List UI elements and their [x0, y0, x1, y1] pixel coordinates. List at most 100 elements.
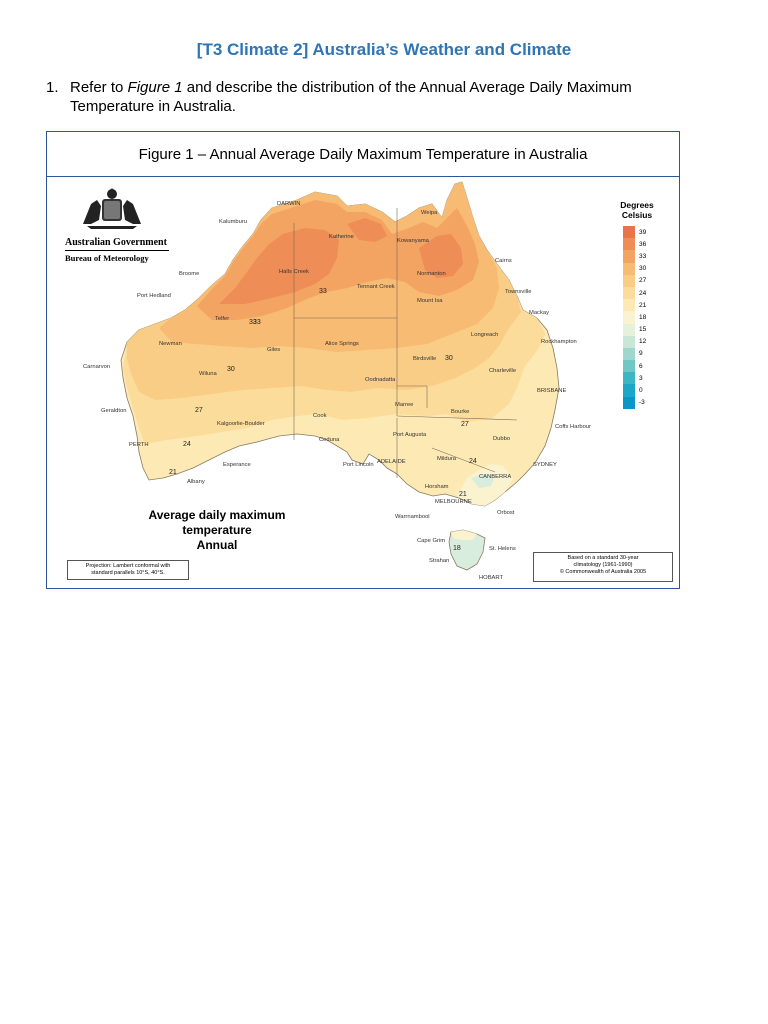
place-label: Normanton: [417, 271, 446, 277]
place-label: Broome: [179, 271, 199, 277]
isotherm-label: 33: [253, 319, 261, 326]
legend-swatch: [623, 396, 635, 409]
legend-item: 9: [623, 347, 646, 361]
place-label: Kalgoorlie-Boulder: [217, 421, 265, 427]
place-label: Ceduna: [319, 437, 340, 443]
figure-1: Figure 1 – Annual Average Daily Maximum …: [46, 131, 680, 589]
legend-item: 0: [623, 384, 646, 397]
temperature-map: 33 33 33 30 30 27 27 24 24 21 21 18 DARW…: [47, 178, 678, 588]
place-label: Wiluna: [199, 371, 217, 377]
legend-item: 30: [623, 262, 647, 275]
place-label: Horsham: [425, 484, 449, 490]
place-labels: DARWIN Kalumburu Katherine Weipa Kowanya…: [83, 201, 591, 581]
place-label: Dubbo: [493, 436, 510, 442]
place-label: Kalumburu: [219, 219, 247, 225]
projection-note: Projection: Lambert conformal with stand…: [67, 560, 189, 580]
place-label: Rockhampton: [541, 339, 577, 345]
legend-label: 0: [639, 387, 643, 395]
legend-label: 18: [639, 313, 647, 321]
place-label: BRISBANE: [537, 388, 566, 394]
legend-swatch: [623, 384, 635, 397]
legend-title-line1: Degrees: [620, 200, 654, 210]
page-title: [T3 Climate 2] Australia’s Weather and C…: [196, 40, 572, 59]
band-36: [219, 228, 339, 304]
map-title-line2: Annual: [196, 538, 238, 552]
place-label: Geraldton: [101, 408, 126, 414]
question-text: Refer to Figure 1 and describe the distr…: [70, 78, 686, 116]
place-label: Mackay: [529, 310, 549, 316]
place-label: Albany: [187, 479, 205, 485]
place-label: Cape Grim: [417, 538, 445, 544]
legend-item: 27: [623, 274, 647, 287]
legend-label: 27: [639, 277, 647, 285]
isotherm-label: 33: [319, 288, 327, 295]
legend-label: 33: [639, 252, 647, 260]
question-number: 1.: [46, 79, 59, 96]
place-label: Port Hedland: [137, 293, 171, 299]
legend-label: 15: [639, 326, 647, 334]
place-label: Halls Creek: [279, 269, 309, 275]
place-label: Telfer: [215, 316, 229, 322]
legend-swatch: [623, 286, 635, 300]
agency-logo: Australian Government Bureau of Meteorol…: [65, 186, 175, 263]
place-label: Tennant Creek: [357, 284, 395, 290]
place-label: Mildura: [437, 456, 457, 462]
place-label: Cook: [313, 413, 327, 419]
basis-line1: Based on a standard 30-year: [567, 555, 639, 561]
band-36-qld: [419, 234, 463, 278]
legend-item: 33: [623, 250, 647, 263]
legend-swatch: [623, 311, 635, 324]
legend-item: 18: [623, 311, 647, 324]
place-label: Cairns: [495, 258, 512, 264]
isotherm-label: 21: [459, 491, 467, 498]
place-label: Warrnambool: [395, 514, 430, 520]
legend-swatch: [623, 335, 635, 348]
place-label: SYDNEY: [533, 462, 557, 468]
place-label: Longreach: [471, 332, 498, 338]
legend-swatch: [623, 372, 635, 385]
legend-swatch: [623, 262, 635, 275]
legend-swatch: [623, 299, 635, 312]
tasmania-north: [451, 530, 477, 540]
isotherm-label: 30: [445, 355, 453, 362]
place-label: PERTH: [129, 442, 149, 448]
legend-item: 12: [623, 335, 646, 348]
coat-of-arms-icon: [73, 186, 163, 235]
legend-swatch: [623, 238, 635, 251]
legend-item: -3: [623, 396, 646, 409]
place-label: Oodnadatta: [365, 377, 396, 383]
legend-label: 3: [639, 374, 643, 382]
legend-swatch: [623, 323, 635, 336]
legend-label: 24: [639, 289, 647, 297]
place-label: Townsville: [505, 289, 531, 295]
legend-swatch: [623, 347, 635, 361]
band-36-north: [347, 218, 387, 242]
place-label: Port Lincoln: [343, 462, 374, 468]
place-label: DARWIN: [277, 201, 300, 207]
australia-map-svg: 33 33 33 30 30 27 27 24 24 21 21 18 DARW…: [83, 181, 591, 581]
place-label: Kowanyama: [397, 238, 430, 244]
legend-swatch: [623, 360, 635, 373]
legend-label: 30: [639, 265, 647, 273]
legend-title: Degrees Celsius: [607, 200, 667, 220]
color-legend: 39 36 33 30 27 24 21 18 15 12 9 6 3 0 -3: [623, 226, 646, 409]
legend-swatch: [623, 274, 635, 287]
place-label: Birdsville: [413, 356, 436, 362]
projection-line2: standard parallels 10°S, 40°S.: [91, 570, 165, 576]
place-label: Coffs Harbour: [555, 424, 591, 430]
isotherm-label: 21: [169, 469, 177, 476]
legend-label: 6: [639, 362, 643, 370]
climatology-note: Based on a standard 30-year climatology …: [533, 552, 673, 582]
isotherm-label: 24: [183, 441, 191, 448]
place-label: Charleville: [489, 368, 516, 374]
place-label: Marree: [395, 402, 413, 408]
isotherm-label: 27: [461, 421, 469, 428]
isotherm-label: 24: [469, 458, 477, 465]
legend-label: 21: [639, 301, 647, 309]
isotherm-labels: 33 33 33 30 30 27 27 24 24 21 21 18: [169, 288, 477, 552]
isotherm-label: 18: [453, 545, 461, 552]
government-name: Australian Government: [65, 237, 167, 248]
legend-item: 15: [623, 323, 647, 336]
bureau-name: Bureau of Meteorology: [65, 250, 169, 263]
place-label: Esperance: [223, 462, 251, 468]
